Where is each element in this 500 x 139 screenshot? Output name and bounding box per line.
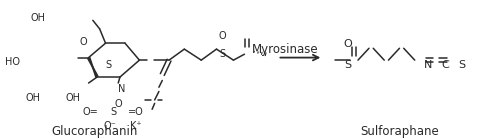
Text: O=: O= <box>82 107 98 117</box>
Text: S: S <box>219 49 225 59</box>
Text: Glucoraphanin: Glucoraphanin <box>52 126 138 138</box>
Text: O: O <box>114 99 122 109</box>
Text: N: N <box>424 60 432 70</box>
Text: O: O <box>218 31 226 41</box>
Text: OH: OH <box>30 13 46 23</box>
Text: =O: =O <box>128 107 144 117</box>
Text: S: S <box>105 60 111 70</box>
Polygon shape <box>88 58 99 78</box>
Text: C: C <box>441 60 449 70</box>
Text: S: S <box>344 60 352 70</box>
Text: O: O <box>79 37 87 47</box>
Polygon shape <box>87 57 97 77</box>
Text: OH: OH <box>26 93 40 103</box>
Text: O: O <box>344 39 352 49</box>
Text: O⁻: O⁻ <box>104 121 117 131</box>
Text: K⁺: K⁺ <box>130 121 141 131</box>
Text: Myrosinase: Myrosinase <box>252 44 318 56</box>
Text: S: S <box>110 107 116 117</box>
Text: Sulforaphane: Sulforaphane <box>360 126 440 138</box>
Text: HO: HO <box>6 57 20 67</box>
Text: S: S <box>458 60 466 70</box>
Text: OH: OH <box>66 93 80 103</box>
Text: N: N <box>118 84 126 94</box>
